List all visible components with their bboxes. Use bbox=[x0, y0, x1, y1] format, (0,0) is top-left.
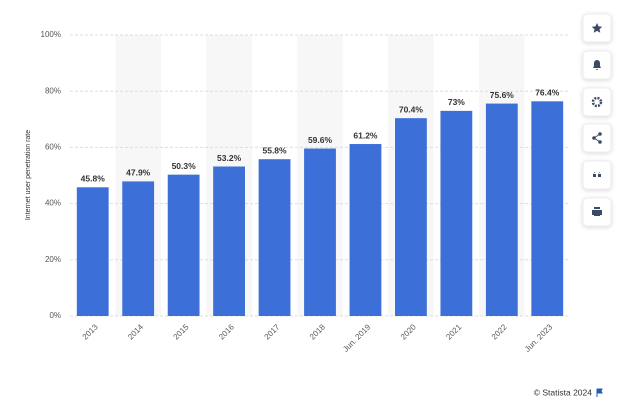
value-label: 61.2% bbox=[353, 130, 378, 140]
y-axis-title: Internet user penetration rate bbox=[25, 130, 32, 220]
value-label: 70.4% bbox=[399, 104, 424, 114]
value-label: 76.4% bbox=[535, 88, 560, 98]
star-icon bbox=[591, 23, 603, 33]
flag-icon bbox=[596, 388, 603, 397]
bar bbox=[395, 118, 427, 317]
value-label: 53.2% bbox=[217, 153, 242, 163]
bar bbox=[440, 110, 473, 317]
y-tick-label: 20% bbox=[45, 255, 61, 264]
y-tick-label: 40% bbox=[45, 199, 61, 208]
bar bbox=[485, 103, 518, 317]
gear-icon bbox=[591, 96, 603, 108]
bar bbox=[349, 144, 382, 316]
value-label: 59.6% bbox=[308, 135, 333, 145]
value-label: 55.8% bbox=[262, 145, 287, 155]
share-button[interactable] bbox=[582, 123, 612, 153]
value-label: 73% bbox=[448, 97, 465, 107]
bar bbox=[304, 148, 336, 316]
y-tick-label: 0% bbox=[49, 311, 61, 320]
cite-button[interactable] bbox=[582, 160, 612, 190]
bar bbox=[167, 174, 200, 316]
sidebar bbox=[582, 13, 612, 227]
y-tick-label: 80% bbox=[45, 86, 61, 95]
bar bbox=[122, 181, 155, 316]
bell-icon bbox=[593, 60, 601, 70]
bar bbox=[258, 159, 291, 316]
credit[interactable]: © Statista 2024 bbox=[534, 387, 593, 397]
value-label: 50.3% bbox=[172, 161, 197, 171]
y-tick-label: 60% bbox=[45, 143, 61, 152]
bar bbox=[531, 101, 564, 316]
bar bbox=[213, 166, 245, 316]
value-label: 75.6% bbox=[490, 90, 515, 100]
y-tick-label: 100% bbox=[41, 30, 61, 39]
bar bbox=[76, 187, 109, 316]
print-icon bbox=[592, 207, 602, 216]
quote-icon bbox=[593, 172, 601, 177]
settings-button[interactable] bbox=[582, 87, 612, 117]
value-label: 45.8% bbox=[81, 174, 106, 184]
value-label: 47.9% bbox=[126, 168, 151, 178]
share-icon bbox=[592, 132, 602, 144]
